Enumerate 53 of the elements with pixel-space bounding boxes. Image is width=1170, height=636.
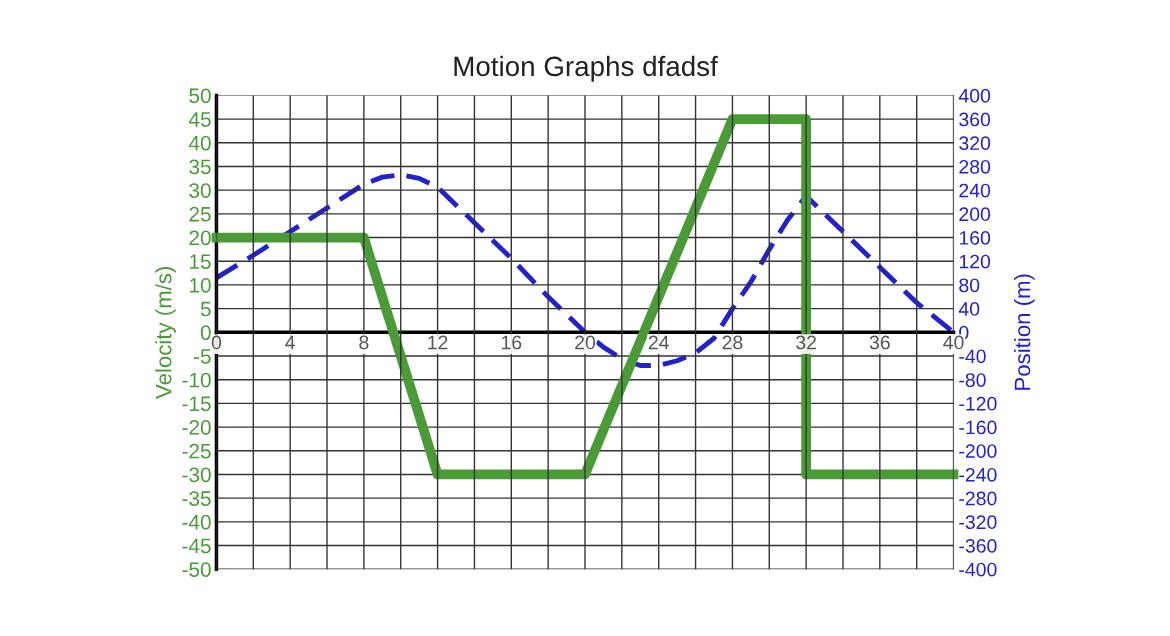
x-tick-label: 8 bbox=[359, 335, 369, 350]
y-axis-title: Velocity (m/s) bbox=[155, 267, 176, 399]
x-tick-label: 12 bbox=[428, 335, 448, 350]
y2-tick-label: 240 bbox=[959, 183, 991, 198]
y-tick-label: 10 bbox=[190, 277, 211, 293]
y2-tick-label: -240 bbox=[959, 467, 997, 482]
y-tick-label: -10 bbox=[182, 372, 211, 388]
y-tick-label: -40 bbox=[182, 514, 211, 530]
y-tick-label: 25 bbox=[189, 206, 211, 222]
y-tick-label: -5 bbox=[193, 349, 211, 364]
x-tick-label: 16 bbox=[501, 335, 522, 350]
y-tick-label: -15 bbox=[182, 396, 211, 412]
y2-tick-label: 40 bbox=[958, 302, 980, 316]
y2-tick-label: -120 bbox=[959, 396, 997, 411]
x-tick-label: 28 bbox=[722, 335, 743, 350]
y-tick-label: -30 bbox=[182, 467, 211, 483]
y-tick-label: -25 bbox=[182, 443, 211, 459]
x-tick-label: 24 bbox=[648, 335, 669, 350]
y2-tick-label: -360 bbox=[959, 539, 997, 553]
y2-tick-label: -40 bbox=[959, 349, 986, 364]
y2-tick-label: -280 bbox=[959, 491, 997, 506]
y2-axis-title: Position (m) bbox=[1013, 274, 1035, 390]
y2-tick-label: 160 bbox=[959, 231, 991, 245]
x-tick-label: 32 bbox=[796, 335, 816, 350]
y-tick-label: 30 bbox=[189, 183, 211, 198]
chart-title: Motion Graphs dfadsf bbox=[454, 55, 718, 82]
y-tick-label: -35 bbox=[182, 491, 211, 506]
x-tick-label: 0 bbox=[211, 335, 222, 350]
y-tick-label: -45 bbox=[182, 538, 211, 554]
x-tick-label: 36 bbox=[869, 335, 890, 350]
y2-tick-label: -160 bbox=[959, 420, 997, 435]
y2-tick-label: -80 bbox=[959, 373, 986, 387]
y2-tick-label: -400 bbox=[959, 562, 997, 577]
y2-tick-label: 200 bbox=[959, 207, 991, 222]
y2-tick-label: 320 bbox=[959, 136, 991, 151]
y2-tick-label: 80 bbox=[959, 278, 980, 293]
y-tick-label: 20 bbox=[189, 230, 211, 246]
y-tick-label: 5 bbox=[200, 301, 211, 317]
y-tick-label: 35 bbox=[189, 159, 211, 175]
y2-tick-label: -320 bbox=[959, 515, 997, 530]
y2-tick-label: 120 bbox=[959, 254, 991, 269]
y-tick-label: 15 bbox=[190, 254, 211, 269]
y-tick-label: 45 bbox=[188, 112, 211, 127]
y-tick-label: 50 bbox=[189, 88, 211, 104]
y2-tick-label: -200 bbox=[959, 444, 997, 458]
y-tick-label: -50 bbox=[182, 562, 211, 577]
y-tick-label: 40 bbox=[188, 135, 211, 151]
y2-tick-label: 360 bbox=[959, 112, 991, 127]
x-tick-label: 4 bbox=[285, 335, 295, 350]
x-tick-label: 20 bbox=[575, 335, 596, 350]
y2-tick-label: 280 bbox=[959, 159, 991, 174]
y2-tick-label: 400 bbox=[958, 88, 991, 103]
y-tick-label: -20 bbox=[182, 420, 211, 435]
